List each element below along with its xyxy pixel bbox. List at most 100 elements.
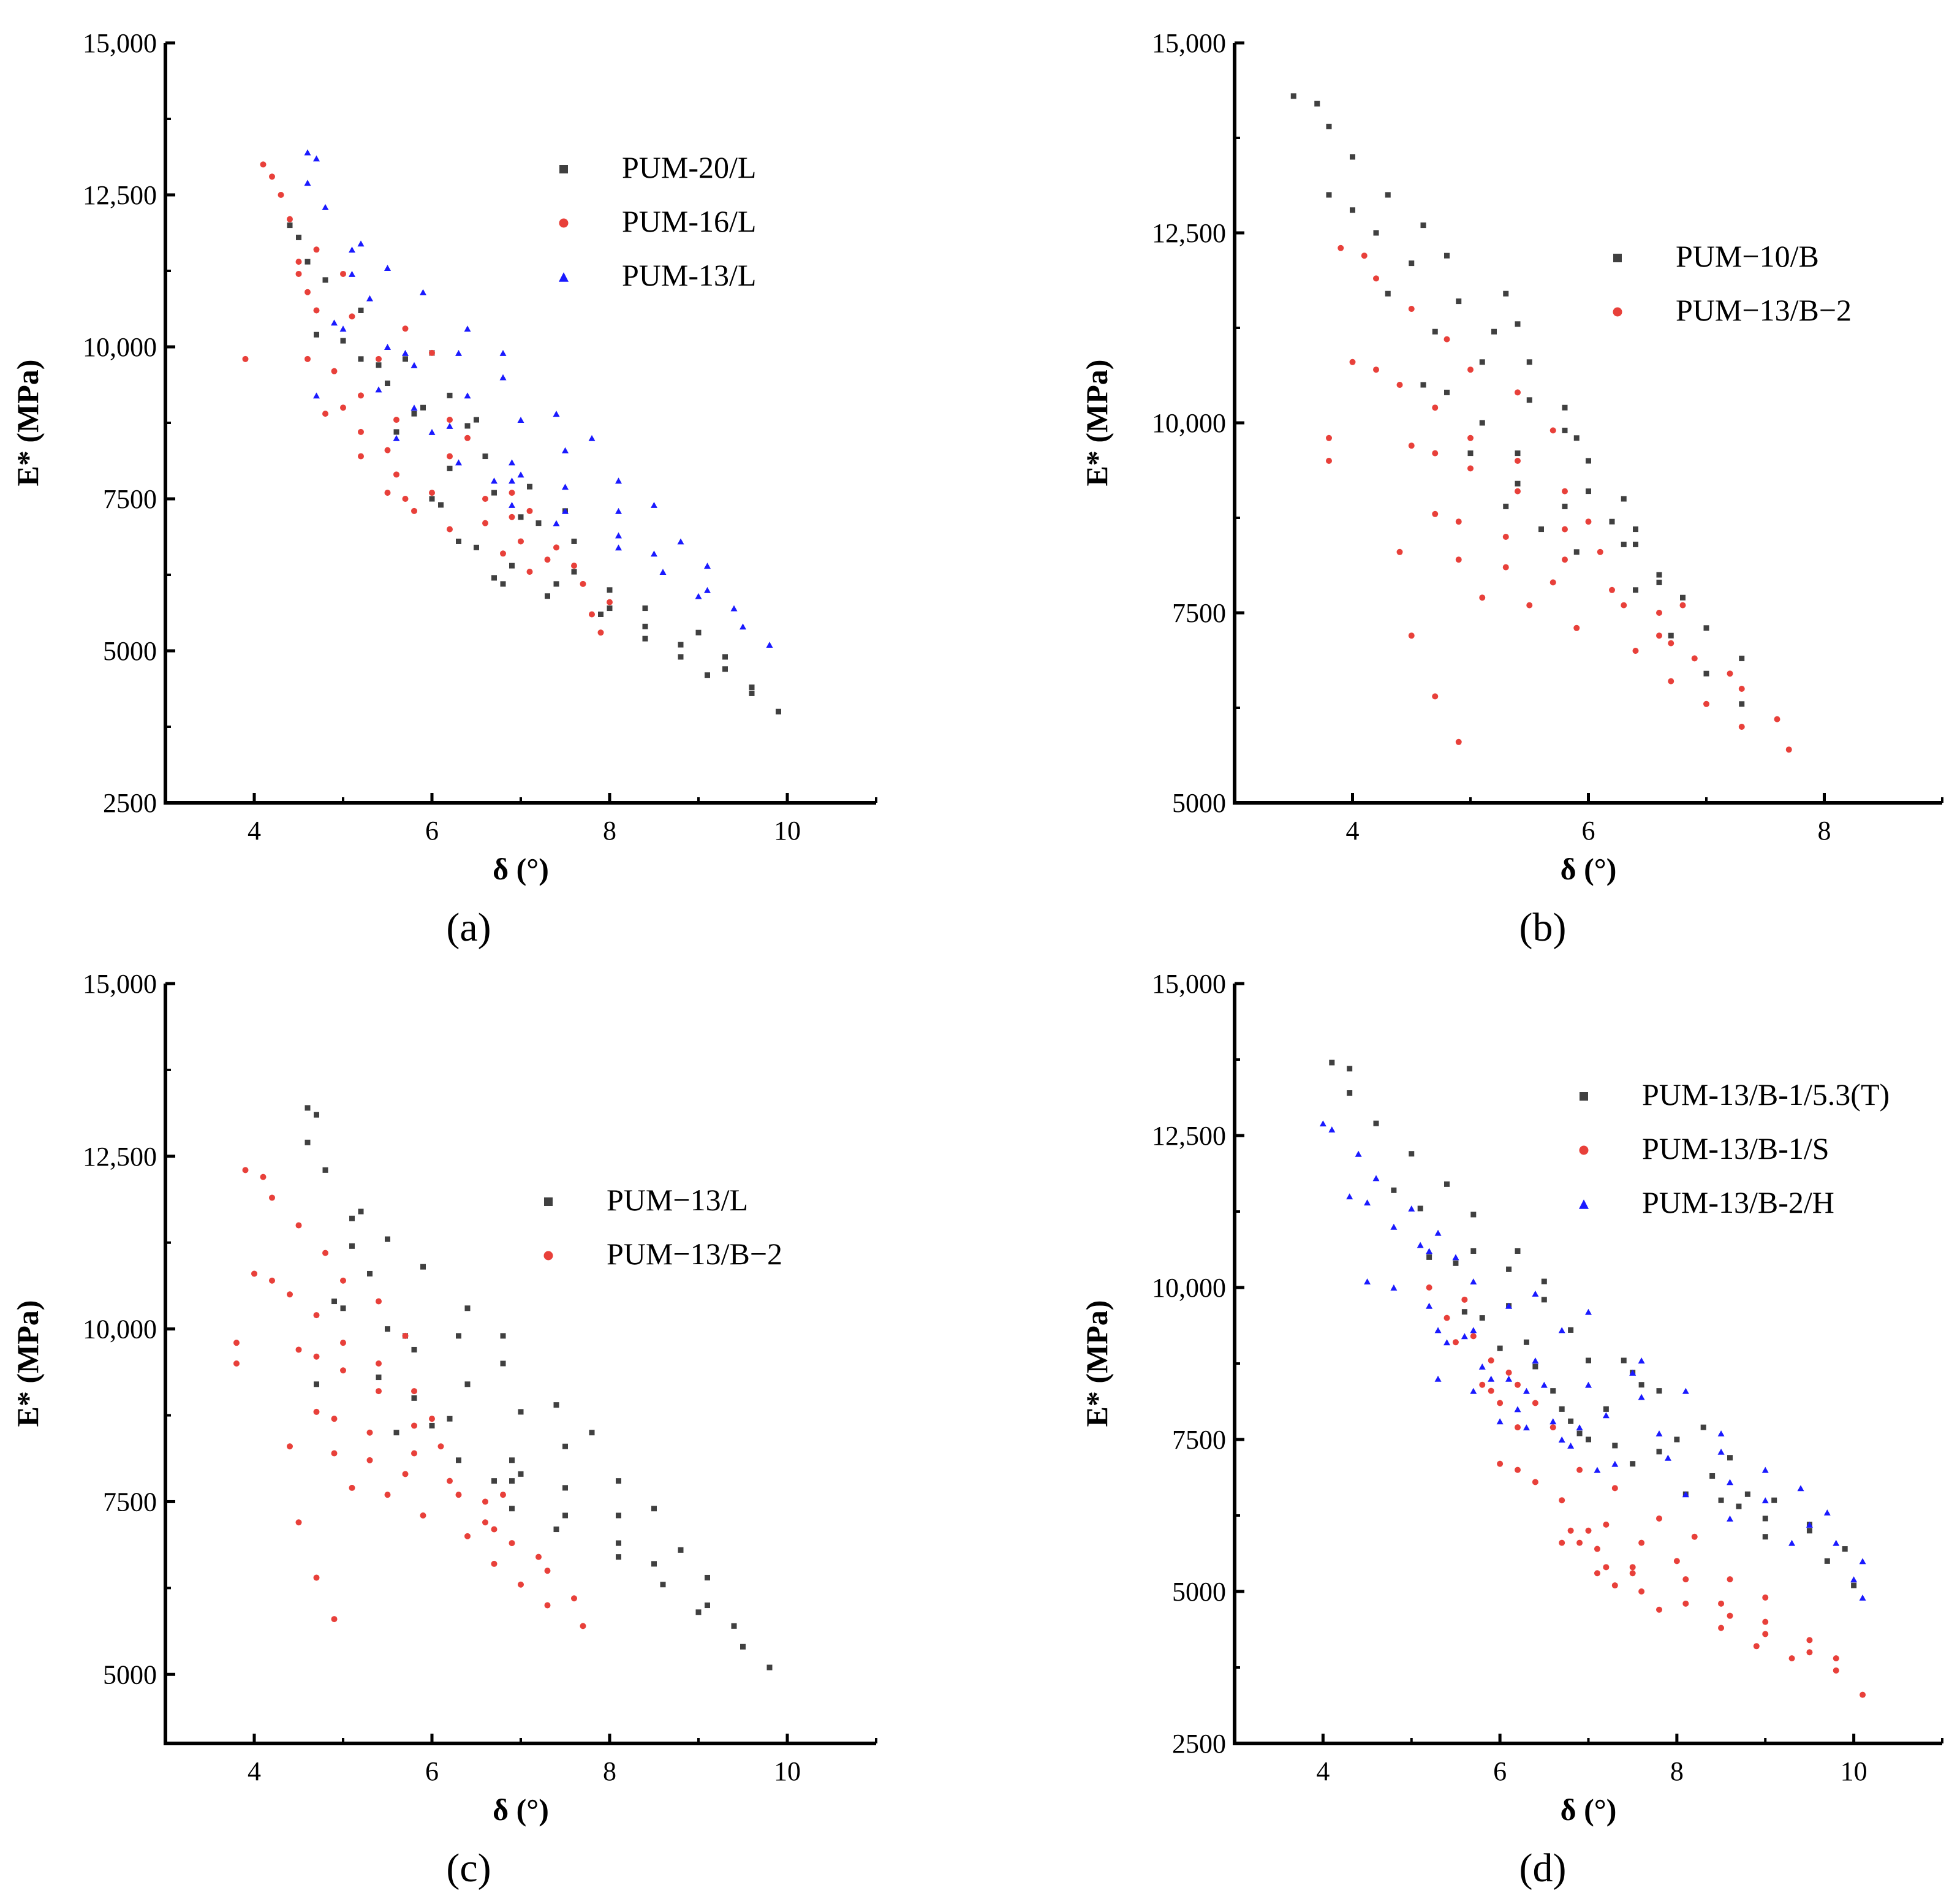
data-point xyxy=(1576,1466,1583,1473)
data-point xyxy=(1585,518,1592,525)
data-point xyxy=(331,319,338,326)
data-point xyxy=(339,325,347,332)
data-point xyxy=(1434,1375,1442,1382)
data-point xyxy=(313,155,320,162)
data-point xyxy=(1514,1406,1521,1413)
data-point xyxy=(1505,1302,1513,1309)
y-tick-label: 10,000 xyxy=(1152,1273,1226,1303)
data-point xyxy=(340,1340,346,1346)
data-point xyxy=(491,1478,497,1484)
legend-entry: PUM−13/B−2 xyxy=(1676,293,1852,327)
data-point xyxy=(1526,359,1532,365)
data-point xyxy=(1505,1375,1513,1382)
data-point xyxy=(1833,1539,1840,1546)
data-point xyxy=(1806,1528,1812,1534)
data-point xyxy=(295,1222,302,1229)
y-tick-label: 12,500 xyxy=(1152,1121,1226,1151)
data-point xyxy=(1682,1576,1689,1583)
data-point xyxy=(384,265,391,271)
data-point xyxy=(660,1582,666,1588)
data-point xyxy=(384,447,391,453)
data-point xyxy=(1738,686,1745,692)
legend-entry: PUM-13/B-1/5.3(T) xyxy=(1642,1077,1890,1112)
data-point xyxy=(678,1547,684,1553)
data-point xyxy=(1488,1357,1494,1364)
data-point xyxy=(491,575,497,581)
data-point xyxy=(287,216,293,222)
y-tick-label: 7500 xyxy=(103,1487,157,1517)
y-axis-label: E* (MPa) xyxy=(1080,360,1114,487)
data-point xyxy=(358,1208,364,1215)
data-point xyxy=(1785,746,1792,753)
data-point xyxy=(1788,1539,1796,1546)
data-point xyxy=(1444,336,1450,343)
data-point xyxy=(731,1623,737,1629)
chart-panel-a: 2500 5000 7500 10,000 12,500 15,000 4 6 8 10 δ (°)… xyxy=(10,28,877,950)
data-point xyxy=(1638,1382,1644,1388)
data-point xyxy=(1496,1418,1504,1425)
data-point xyxy=(331,1416,338,1422)
data-point xyxy=(509,501,515,508)
data-point xyxy=(1461,1333,1468,1340)
data-point xyxy=(695,1609,702,1615)
data-point xyxy=(1417,1205,1423,1212)
data-point xyxy=(1515,389,1521,396)
data-point xyxy=(1621,602,1627,609)
data-point xyxy=(1753,1643,1760,1650)
data-point xyxy=(1488,1387,1494,1394)
data-point xyxy=(1390,1223,1398,1230)
data-point xyxy=(1326,192,1332,198)
data-point xyxy=(1568,1418,1574,1424)
data-point xyxy=(447,1416,453,1422)
data-point xyxy=(313,1312,320,1319)
data-point xyxy=(420,1512,426,1519)
data-point xyxy=(1479,359,1485,365)
data-point xyxy=(1638,1588,1645,1595)
chart-panel-d: 2500 5000 7500 10,000 12,500 15,000 4 6 8 10 δ (°)… xyxy=(1080,969,1943,1891)
data-point xyxy=(491,490,497,496)
data-point xyxy=(1611,1460,1619,1467)
data-point xyxy=(562,1512,568,1519)
y-tick-label: 12,500 xyxy=(83,180,157,210)
y-tick-label: 7500 xyxy=(1172,598,1226,628)
data-point xyxy=(1432,328,1438,335)
data-point xyxy=(1703,625,1709,631)
data-point xyxy=(1585,1527,1592,1534)
data-point xyxy=(1408,632,1415,639)
data-point xyxy=(1515,1248,1521,1254)
data-point xyxy=(553,1402,559,1408)
data-point xyxy=(1532,1400,1538,1406)
legend-marker xyxy=(1580,1092,1588,1101)
data-point xyxy=(1467,434,1474,441)
data-point xyxy=(1761,1466,1769,1473)
panel-label: (b) xyxy=(1519,905,1567,950)
data-point xyxy=(491,1526,498,1533)
data-point xyxy=(518,1409,524,1415)
y-tick-label: 10,000 xyxy=(83,1314,157,1345)
data-point xyxy=(1467,465,1474,472)
data-point xyxy=(376,1360,382,1367)
x-tick-label: 8 xyxy=(603,816,616,846)
panel-label: (a) xyxy=(446,905,491,950)
data-point xyxy=(1709,1473,1716,1479)
data-point xyxy=(447,453,453,460)
data-point xyxy=(1479,420,1485,426)
data-point xyxy=(464,1305,471,1311)
series-1 xyxy=(305,1105,773,1671)
data-point xyxy=(1703,700,1709,707)
data-point xyxy=(1727,1455,1733,1461)
x-tick-label: 8 xyxy=(1670,1756,1684,1786)
data-point xyxy=(1774,716,1780,723)
data-point xyxy=(1503,503,1509,509)
data-point xyxy=(1515,1466,1521,1473)
data-point xyxy=(1727,1515,1733,1522)
data-point xyxy=(384,344,391,350)
data-point xyxy=(642,605,648,612)
data-point xyxy=(1567,1442,1575,1449)
y-tick-label: 10,000 xyxy=(83,332,157,362)
data-point xyxy=(1594,1570,1600,1577)
data-point xyxy=(678,654,684,660)
data-point xyxy=(349,1215,355,1221)
data-point xyxy=(474,417,479,423)
data-point xyxy=(322,203,329,210)
